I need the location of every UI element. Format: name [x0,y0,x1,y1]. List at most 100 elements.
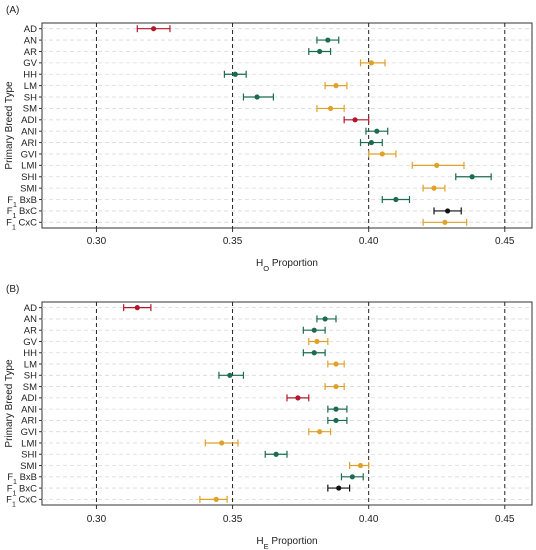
point-marker [333,417,339,424]
point-marker [311,327,317,333]
point-marker [333,383,339,390]
y-tick-label: ANI [21,126,37,137]
data-point-smi [422,184,446,192]
point-marker [374,128,380,134]
point-marker [368,139,374,146]
point-marker [273,451,279,457]
y-tick-label: SHI [21,172,37,183]
x-tick-label: 0.40 [359,236,379,247]
y-tick-label: AN [24,314,37,325]
y-axis-title: Primary Breed Type [4,359,15,448]
point-marker [333,83,339,89]
y-tick-label: SH [24,92,37,103]
point-marker [336,485,342,491]
data-point-f1-bxb [340,473,364,481]
point-marker [317,429,323,435]
data-point-adi [343,116,370,124]
y-tick-label: F1 BxB [7,472,37,486]
point-marker [368,60,374,66]
point-marker [445,208,451,214]
y-tick-label: GV [23,337,37,348]
y-tick-label: SM [23,382,37,393]
panel-a: 0.30 0.35 0.40 0.45 ADANARGVHHLMSHSMADIANIAR… [4,5,533,273]
data-point-shi [455,173,492,181]
panel-label: (B) [6,284,19,295]
data-point-gv [308,337,329,345]
y-tick-label: ARI [21,416,37,427]
data-point-an [316,36,340,44]
point-marker [379,151,385,157]
data-point-ani [327,405,348,413]
y-tick-label: ADI [21,115,37,126]
x-tick-label: 0.45 [495,236,515,247]
data-point-f1-bxc [433,207,462,215]
point-marker [295,395,301,401]
point-marker [442,219,448,225]
plot-frame [41,22,533,229]
y-tick-label: HH [23,70,37,81]
data-point-sm [316,104,345,112]
data-point-ari [327,416,348,424]
y-tick-label: ARI [21,138,37,149]
y-tick-label: ADI [21,393,37,404]
point-marker [327,105,334,112]
data-point-lmi [411,161,465,169]
y-tick-label: LMI [21,161,37,172]
x-tick-label: 0.45 [495,514,515,525]
point-marker [134,305,140,311]
y-tick-label: SH [24,371,37,382]
data-point-hh [302,349,326,357]
y-tick-label: LM [24,81,37,92]
y-tick-label: F1 BxC [7,483,37,497]
point-marker [227,372,233,378]
data-point-ad [123,304,152,312]
data-point-f1-cxc [422,218,468,226]
point-marker [317,48,323,55]
y-axis-title: Primary Breed Type [4,81,15,170]
data-point-lm [324,82,348,90]
x-tick-label: 0.35 [223,514,243,525]
data-point-gvi [308,428,332,436]
panel-label: (A) [6,5,19,16]
data-point-an [316,315,337,323]
y-tick-label: SMI [20,461,37,472]
data-point-hh [223,70,247,78]
point-marker [314,338,320,345]
data-point-gv [359,59,386,67]
point-marker [431,185,437,191]
x-tick-label: 0.30 [87,236,107,247]
y-tick-label: F1 BxC [7,206,37,220]
x-tick-label: 0.40 [359,514,379,525]
data-point-ani [365,127,389,135]
point-marker [357,462,364,469]
point-marker [254,94,260,100]
x-axis-title: HE Proportion [256,536,317,550]
panel-b: 0.30 0.35 0.40 0.45 ADANARGVHHLMSHSMADIANIAR… [4,284,533,550]
data-point-ad [136,25,171,33]
y-tick-label: SMI [20,183,37,194]
data-point-lmi [204,439,239,447]
plot-frame [41,301,533,506]
data-point-sm [324,383,345,391]
point-marker [469,174,475,180]
y-tick-label: AD [24,303,37,314]
y-tick-label: LMI [21,438,37,449]
data-point-f1-cxc [199,495,228,503]
data-point-f1-bxb [381,196,411,204]
data-point-gvi [368,150,397,158]
data-point-lm [327,360,345,368]
data-point-smi [349,462,370,470]
y-tick-label: F1 BxB [7,195,37,209]
point-marker [311,350,317,356]
data-point-shi [264,450,288,458]
point-marker [213,496,219,502]
y-tick-label: F1 CxC [6,218,37,232]
point-marker [325,37,331,43]
y-tick-label: AD [24,24,37,35]
y-tick-label: AR [24,325,37,336]
x-axis-title: HO Proportion [256,258,318,273]
point-marker [333,406,339,412]
point-marker [434,162,440,168]
y-tick-label: ANI [21,404,37,415]
